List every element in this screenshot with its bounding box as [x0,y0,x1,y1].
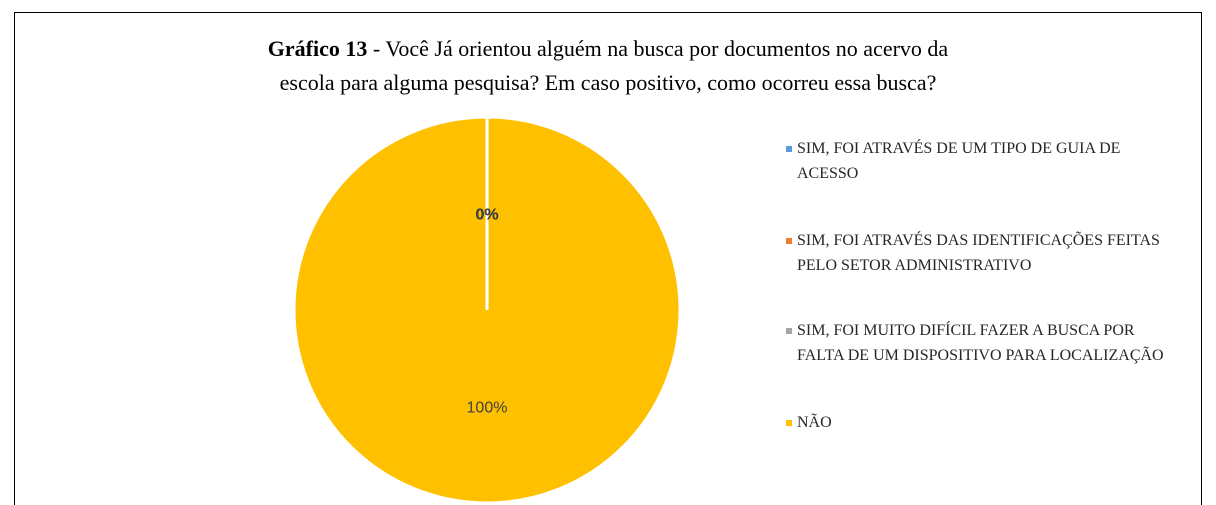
legend-label: SIM, FOI ATRAVÉS DAS IDENTIFICAÇÕES FEIT… [797,232,1160,274]
title-line: - Você Já orientou alguém na busca por d… [373,36,949,61]
legend-label: NÃO [797,414,832,431]
chart-frame [14,12,1202,505]
data-label: 0% [475,207,498,224]
title-bold: Gráfico 13 [268,36,368,61]
legend-label: SIM, FOI MUITO DIFÍCIL FAZER A BUSCA POR… [797,322,1164,364]
title-line: escola para alguma pesquisa? Em caso pos… [280,70,937,95]
legend-swatch [786,238,792,244]
data-label: 0% [475,207,498,224]
pie-slice [292,115,682,505]
data-label: 100% [467,400,508,417]
legend-label: SIM, FOI ATRAVÉS DE UM TIPO DE GUIA DE A… [797,140,1121,182]
legend-swatch [786,420,792,426]
legend-swatch [786,328,792,334]
data-label: 0% [475,207,498,224]
legend-swatch [786,146,792,152]
chart-title: Gráfico 13 - Você Já orientou alguém na … [268,36,949,61]
